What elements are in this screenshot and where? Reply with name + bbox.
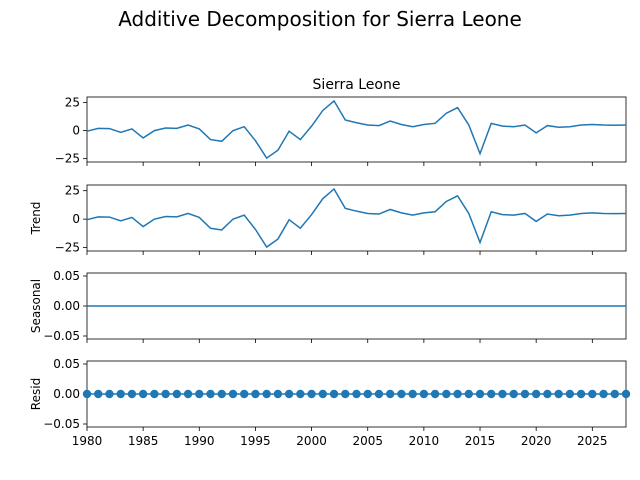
trend-series-line (86, 187, 627, 249)
resid-data-point (273, 389, 283, 399)
resid-data-point (329, 389, 339, 399)
observed-ytick-label: −25 (55, 152, 80, 166)
resid-data-point (262, 389, 271, 399)
resid-data-point (116, 389, 125, 399)
resid-data-point (385, 389, 395, 399)
resid-data-point (464, 389, 473, 399)
resid-data-point (240, 389, 249, 399)
observed-axes-frame (86, 96, 627, 163)
trend-ytick-label: 25 (65, 184, 80, 198)
seasonal-ytick-label: −0.05 (43, 329, 80, 343)
resid-data-point (610, 389, 619, 399)
resid-data-point (442, 389, 451, 399)
resid-data-point (453, 389, 462, 399)
xtick-label: 2010 (409, 434, 440, 448)
resid-data-point (195, 389, 204, 399)
xtick-label: 1990 (184, 434, 215, 448)
trend-axes-frame (86, 184, 627, 252)
figure-title: Additive Decomposition for Sierra Leone (118, 7, 522, 31)
resid-data-point (509, 389, 518, 399)
xtick-label: 2020 (521, 434, 552, 448)
seasonal-ylabel: Seasonal (29, 279, 43, 333)
seasonal-ytick-label: 0.05 (53, 269, 80, 283)
resid-ylabel: Resid (29, 378, 43, 410)
resid-data-point (284, 389, 294, 399)
resid-data-point (621, 389, 631, 399)
resid-data-point (183, 389, 193, 399)
resid-data-point (341, 389, 350, 399)
resid-data-point (419, 389, 429, 399)
trend-ylabel: Trend (29, 202, 43, 236)
resid-ytick-label: −0.05 (43, 417, 80, 431)
resid-data-point (374, 389, 384, 399)
resid-ytick-label: 0.00 (53, 387, 80, 401)
seasonal-ytick-label: 0.00 (53, 299, 80, 313)
resid-data-point (397, 389, 406, 399)
resid-data-point (520, 389, 530, 399)
resid-data-point (172, 389, 182, 399)
trend-ytick-label: −25 (55, 241, 80, 255)
resid-data-point (296, 389, 305, 399)
resid-data-point (150, 389, 159, 399)
resid-data-point (318, 389, 328, 399)
resid-data-point (127, 389, 137, 399)
xtick-label: 1995 (240, 434, 271, 448)
resid-data-point (228, 389, 238, 399)
resid-data-point (217, 389, 226, 399)
resid-data-point (554, 389, 563, 399)
xtick-label: 2025 (577, 434, 608, 448)
resid-data-point (82, 389, 92, 399)
resid-ytick-label: 0.05 (53, 357, 80, 371)
resid-data-point (531, 389, 541, 399)
observed-panel-title: Sierra Leone (313, 77, 401, 93)
xtick-label: 2015 (465, 434, 496, 448)
resid-data-point (307, 389, 316, 399)
resid-data-point (352, 389, 361, 399)
resid-data-point (498, 389, 507, 399)
observed-series-line (86, 99, 627, 160)
resid-data-point (94, 389, 103, 399)
resid-data-point (251, 389, 260, 399)
resid-data-point (565, 389, 575, 399)
resid-data-point (588, 389, 597, 399)
xtick-label: 2005 (352, 434, 383, 448)
trend-ytick-label: 0 (72, 212, 80, 226)
resid-data-point (543, 389, 552, 399)
resid-data-point (576, 389, 586, 399)
observed-ytick-label: 0 (72, 124, 80, 138)
xtick-label: 2000 (296, 434, 327, 448)
resid-data-point (105, 389, 114, 399)
resid-data-point (363, 389, 372, 399)
resid-data-point (161, 389, 170, 399)
xtick-label: 1980 (72, 434, 103, 448)
resid-data-point (599, 389, 608, 399)
resid-data-point (430, 389, 440, 399)
resid-data-point (206, 389, 215, 399)
resid-data-point (487, 389, 496, 399)
resid-data-point (475, 389, 485, 399)
resid-data-point (408, 389, 417, 399)
resid-data-point (138, 389, 148, 399)
xtick-label: 1985 (128, 434, 159, 448)
observed-ytick-label: 25 (65, 96, 80, 110)
